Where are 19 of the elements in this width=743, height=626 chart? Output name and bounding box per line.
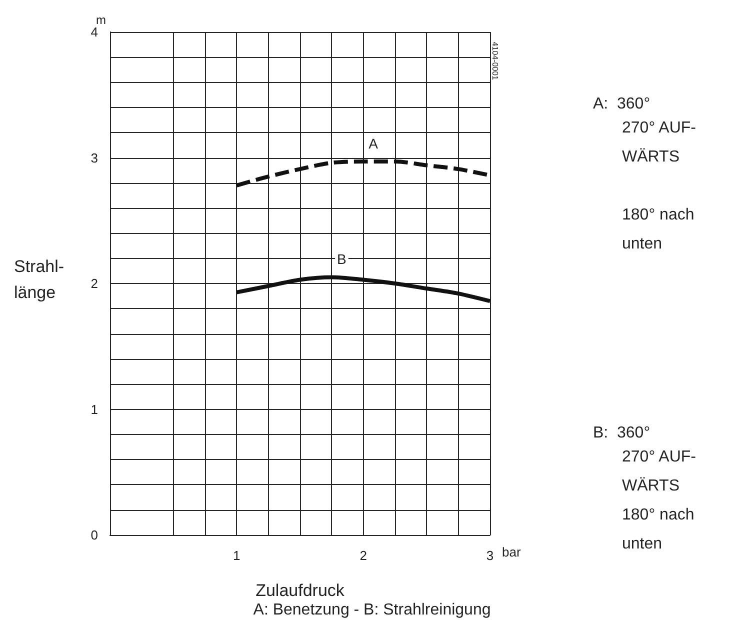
- y-tick-label: 3: [90, 150, 98, 166]
- line-series: [234, 275, 492, 304]
- text: B: 360° 270° AUF- WÄRTS 180° nach unten: [593, 424, 696, 552]
- x-axis-title: Zulaufdruck: [256, 581, 345, 600]
- x-tick-label: 3: [486, 548, 494, 563]
- y-tick-label: 1: [90, 402, 98, 417]
- text: m: [96, 13, 106, 27]
- text: A: 360° 270° AUF- WÄRTS 180° nach unten: [593, 96, 696, 252]
- y-tick-label: 0: [90, 528, 98, 542]
- x-tick-label: 1: [233, 548, 240, 563]
- x-tick-label: 2: [360, 548, 367, 563]
- y-tick-label: 2: [90, 276, 98, 291]
- annotation: 4104-0001: [490, 42, 500, 81]
- series-label: A: [368, 136, 379, 152]
- text: A: Benetzung - B: Strahlreinigung: [253, 602, 491, 618]
- y-tick-label: 4: [90, 24, 98, 40]
- series-label: B: [336, 251, 346, 268]
- text: bar: [502, 544, 522, 560]
- y-axis-title: Strahl- länge: [14, 257, 64, 302]
